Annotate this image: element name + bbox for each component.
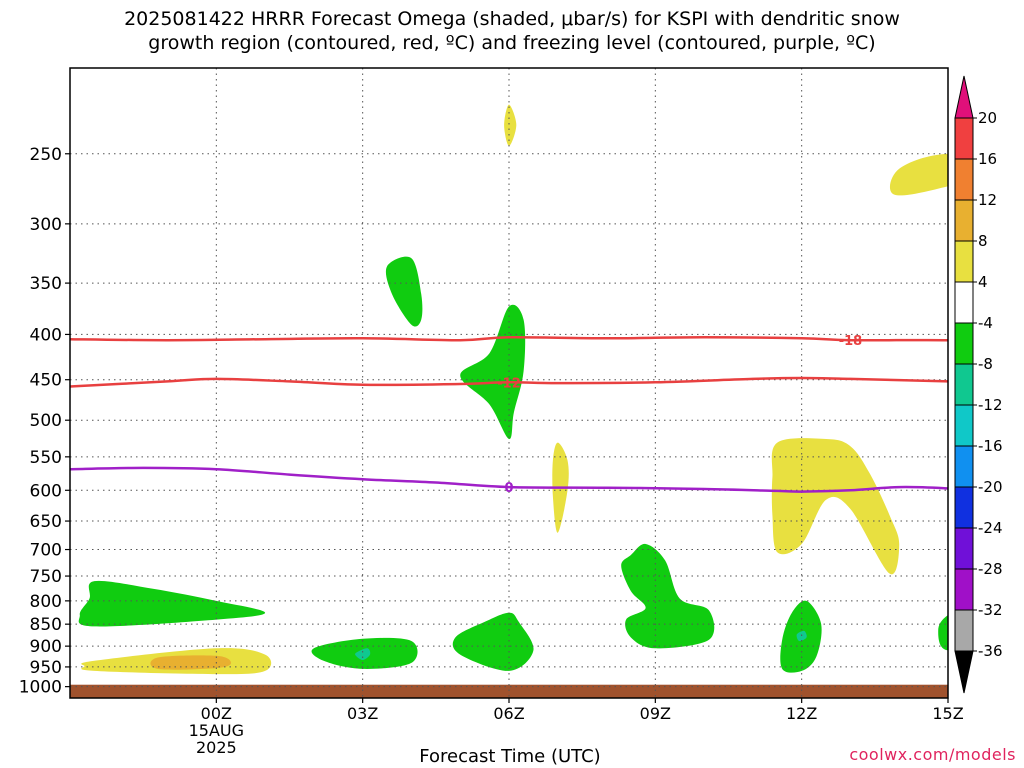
site-credit: coolwx.com/models: [849, 745, 1016, 764]
contour-line: [70, 336, 948, 342]
x-tick-label: 09Z: [640, 704, 671, 723]
y-tick-label: 600: [30, 481, 62, 501]
y-tick-label: 650: [30, 512, 62, 532]
x-tick-label: 03Z: [347, 704, 378, 723]
colorbar-extend-bottom: [954, 650, 974, 694]
omega-shaded-region: [771, 438, 900, 575]
omega-shaded-region: [355, 648, 371, 661]
x-tick-label: 12Z: [786, 704, 817, 723]
y-tick-label: 800: [30, 592, 62, 612]
colorbar-box: [954, 404, 974, 447]
x-tick-sublabel: 15AUG: [189, 721, 244, 740]
y-tick-label: 300: [30, 215, 62, 235]
y-tick-label: 1000: [19, 678, 62, 698]
y-tick-label: 400: [30, 325, 62, 345]
y-tick-label: 950: [30, 658, 62, 678]
contour-line: [70, 466, 948, 493]
omega-shaded-region: [504, 104, 517, 146]
y-tick-label: 450: [30, 371, 62, 391]
contour-line: [70, 376, 948, 388]
y-tick-label: 550: [30, 448, 62, 468]
colorbar-label: -28: [978, 560, 1003, 578]
colorbar-box: [954, 609, 974, 652]
omega-shaded-region: [385, 256, 423, 327]
omega-shaded-region: [889, 153, 948, 196]
y-tick-label: 350: [30, 274, 62, 294]
colorbar-box: [954, 527, 974, 570]
colorbar-box: [954, 363, 974, 406]
colorbar-box: [954, 199, 974, 242]
y-tick-label: 900: [30, 637, 62, 657]
colorbar-box: [954, 240, 974, 283]
colorbar-label: 20: [978, 109, 997, 127]
colorbar-label: 8: [978, 232, 988, 250]
x-tick-label: 00Z: [201, 704, 232, 723]
contour-label: -18: [839, 334, 863, 349]
colorbar-label: -32: [978, 601, 1003, 619]
omega-shaded-region: [621, 543, 715, 649]
colorbar-label: -12: [978, 396, 1003, 414]
omega-shaded-region: [452, 612, 534, 671]
colorbar-label: -16: [978, 437, 1003, 455]
x-tick-label: 15Z: [932, 704, 963, 723]
colorbar-box: [954, 486, 974, 529]
colorbar-box: [954, 568, 974, 611]
omega-shaded-region: [150, 655, 231, 670]
colorbar-label: -4: [978, 314, 993, 332]
chart-title-line-1: 2025081422 HRRR Forecast Omega (shaded, …: [124, 8, 900, 30]
colorbar-extend-top: [954, 75, 974, 119]
x-axis-label: Forecast Time (UTC): [419, 746, 601, 767]
y-tick-label: 250: [30, 145, 62, 165]
y-tick-label: 500: [30, 411, 62, 431]
colorbar-label: 16: [978, 150, 997, 168]
colorbar-box: [954, 281, 974, 324]
colorbar-box: [954, 158, 974, 201]
y-tick-label: 750: [30, 567, 62, 587]
colorbar-label: 12: [978, 191, 997, 209]
y-tick-label: 850: [30, 615, 62, 635]
colorbar-label: -8: [978, 355, 993, 373]
colorbar-label: -20: [978, 478, 1003, 496]
colorbar-label: 4: [978, 273, 988, 291]
y-tick-label: 700: [30, 541, 62, 561]
chart-title-line-2: growth region (contoured, red, ºC) and f…: [148, 32, 876, 54]
omega-shaded-region: [78, 580, 266, 627]
colorbar-box: [954, 322, 974, 365]
contour-label: 0: [504, 481, 513, 496]
x-tick-sublabel: 2025: [196, 738, 237, 757]
colorbar-box: [954, 117, 974, 160]
colorbar-label: -36: [978, 642, 1003, 660]
x-tick-label: 06Z: [493, 704, 524, 723]
terrain-fill: [70, 684, 948, 698]
colorbar-box: [954, 445, 974, 488]
colorbar-label: -24: [978, 519, 1003, 537]
contour-label: -12: [497, 376, 521, 391]
